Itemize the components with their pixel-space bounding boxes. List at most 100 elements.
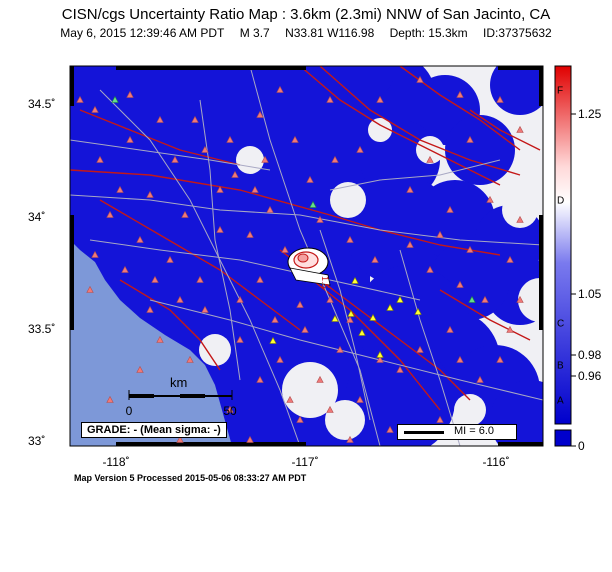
station-icon — [226, 135, 234, 143]
event-depth: Depth: 15.3km — [389, 26, 468, 40]
station-icon — [456, 90, 464, 98]
station-icon — [136, 365, 144, 373]
station-icon — [436, 415, 444, 423]
station-icon — [196, 275, 204, 283]
colorbar-tick-label: 0 — [578, 439, 585, 453]
scale-label: 0 — [125, 404, 133, 418]
station-icon — [76, 95, 84, 103]
station-icon — [346, 435, 354, 443]
station-icon — [336, 345, 344, 353]
station-icon — [326, 405, 334, 413]
station-icon — [356, 395, 364, 403]
station-icon — [347, 309, 355, 317]
station-icon — [246, 230, 254, 238]
station-icon — [496, 95, 504, 103]
event-date: May 6, 2015 12:39:46 AM PDT — [60, 26, 225, 40]
station-icon — [176, 435, 184, 443]
station-icon — [446, 325, 454, 333]
mi-legend-label: MI = 6.0 — [454, 425, 495, 437]
event-magnitude: M 3.7 — [239, 26, 270, 40]
station-icon — [121, 265, 129, 273]
x-tick-label: -116˚ — [482, 455, 510, 469]
border-ticks — [70, 66, 543, 446]
station-icon — [171, 155, 179, 163]
colorbar-ticks — [571, 113, 576, 447]
station-icon — [281, 245, 289, 253]
station-icon — [96, 155, 104, 163]
high-uncertainty-regions — [199, 118, 543, 440]
colorbar — [554, 65, 572, 425]
station-icon — [369, 313, 377, 321]
station-icon — [506, 325, 514, 333]
station-icon — [326, 95, 334, 103]
station-icon — [376, 350, 384, 358]
station-icon — [416, 75, 424, 83]
station-icon — [111, 95, 119, 103]
y-tick-label: 34˚ — [28, 210, 46, 224]
station-icon — [346, 315, 354, 323]
station-icon — [186, 355, 194, 363]
station-icon — [414, 307, 422, 315]
station-icon — [496, 355, 504, 363]
mi-legend-bar — [404, 431, 444, 434]
scale-bar — [128, 390, 233, 400]
colorbar-grade-letter: F — [557, 85, 564, 97]
station-icon — [286, 395, 294, 403]
station-icon — [269, 336, 277, 344]
station-icon — [116, 185, 124, 193]
station-icon — [396, 295, 404, 303]
station-icon — [386, 425, 394, 433]
station-icon — [126, 135, 134, 143]
station-icon — [236, 295, 244, 303]
colorbar-grade-letter: A — [557, 395, 564, 407]
station-icon — [201, 305, 209, 313]
station-icon — [386, 303, 394, 311]
station-icon — [358, 328, 366, 336]
station-icon — [468, 295, 476, 303]
station-icon — [326, 295, 334, 303]
station-icon — [446, 205, 454, 213]
station-icon — [256, 275, 264, 283]
x-tick-label: -118˚ — [102, 455, 130, 469]
event-info: May 6, 2015 12:39:46 AM PDT M 3.7 N33.81… — [0, 26, 612, 40]
y-tick-label: 33˚ — [28, 434, 46, 448]
station-icon — [86, 285, 94, 293]
station-icon — [316, 375, 324, 383]
station-icon — [156, 335, 164, 343]
scale-title: km — [170, 375, 188, 390]
station-icon — [506, 255, 514, 263]
station-icon — [301, 325, 309, 333]
station-icon — [256, 110, 264, 118]
colorbar-tick-label: 0.96 — [578, 369, 602, 383]
station-icon — [256, 375, 264, 383]
station-icon — [309, 200, 317, 208]
station-icon — [236, 335, 244, 343]
station-icon — [246, 435, 254, 443]
colorbar-tick-label: 0.98 — [578, 348, 602, 362]
station-icon — [106, 210, 114, 218]
station-icon — [466, 245, 474, 253]
fault-lines — [70, 66, 541, 411]
station-icon — [456, 355, 464, 363]
station-icon — [516, 295, 524, 303]
station-icon — [216, 185, 224, 193]
colorbar-grade-letter: B — [557, 360, 564, 372]
station-icon — [296, 415, 304, 423]
station-icon — [266, 205, 274, 213]
station-icon — [201, 145, 209, 153]
station-icon — [331, 314, 339, 322]
station-icon — [426, 265, 434, 273]
station-icon — [456, 280, 464, 288]
station-icon — [331, 155, 339, 163]
x-tick-label: -117˚ — [291, 455, 319, 469]
station-markers — [76, 75, 524, 443]
station-icon — [516, 125, 524, 133]
epicenter-label: 1.5 — [320, 276, 330, 289]
station-icon — [151, 275, 159, 283]
station-icon — [316, 215, 324, 223]
station-icon — [276, 85, 284, 93]
station-icon — [166, 255, 174, 263]
station-icon — [156, 115, 164, 123]
station-icon — [406, 240, 414, 248]
colorbar-grade-letter: C — [557, 318, 565, 330]
